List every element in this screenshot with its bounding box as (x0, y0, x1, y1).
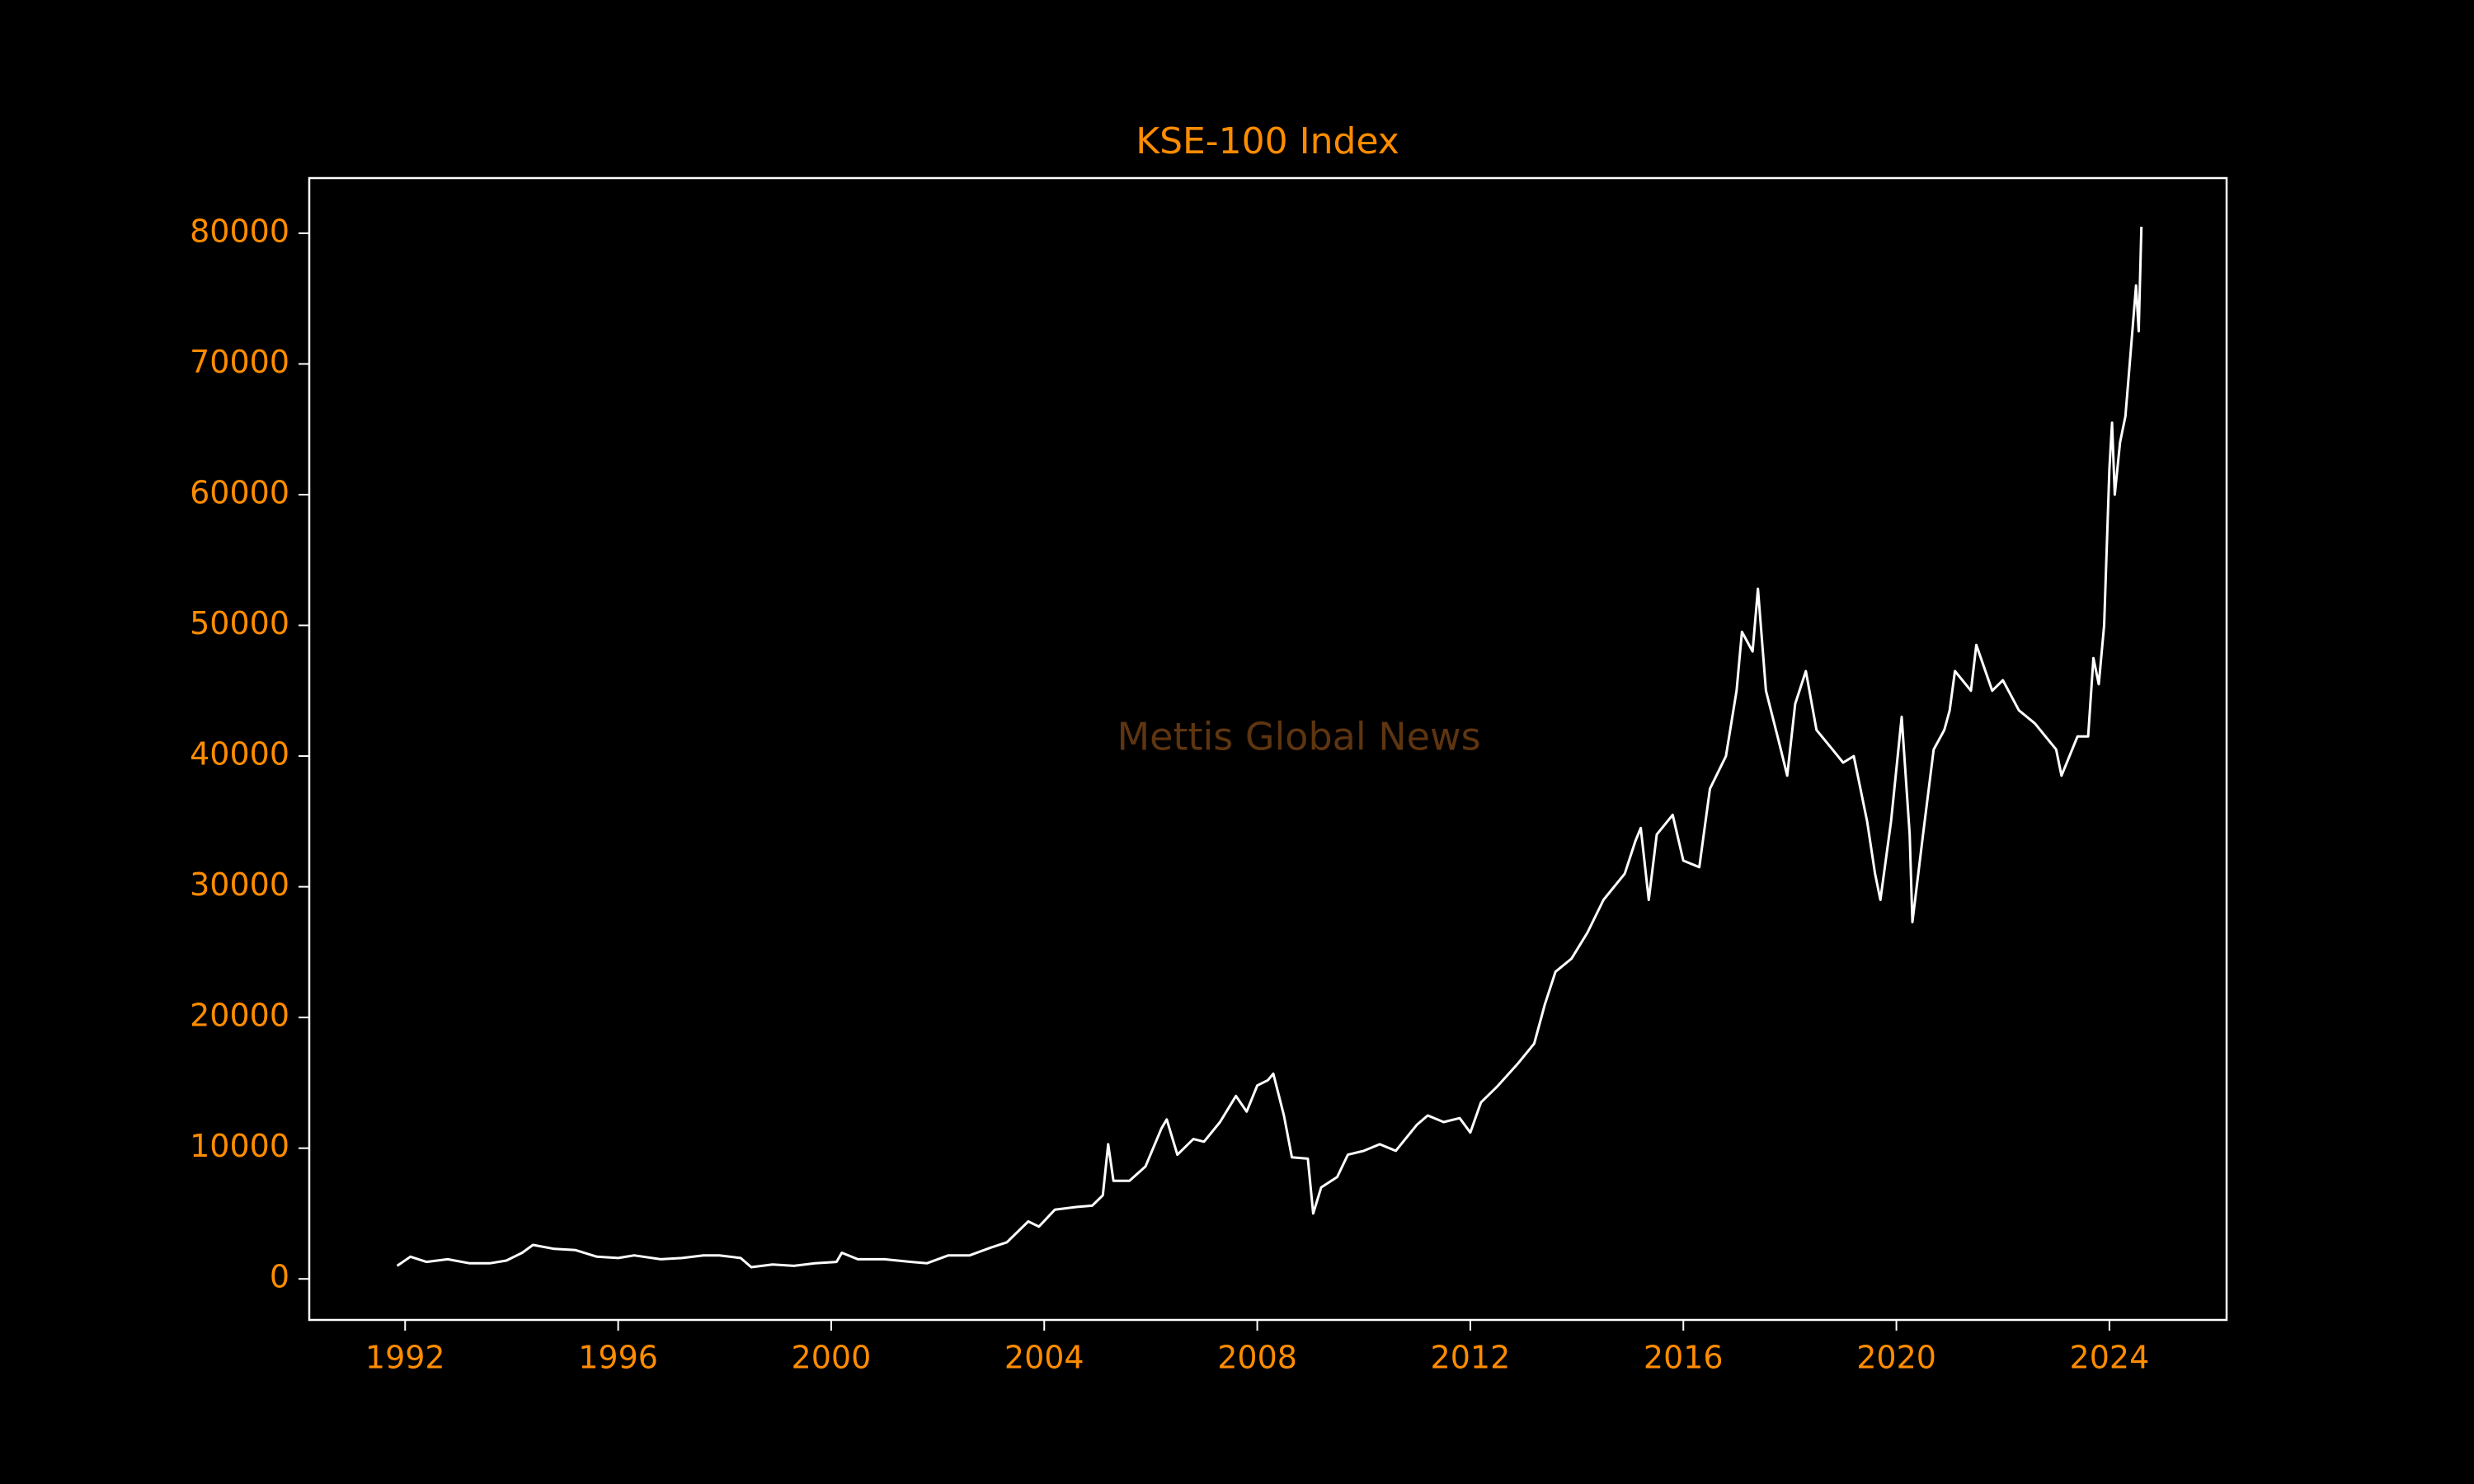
y-tick-label: 50000 (190, 605, 289, 641)
line (396, 226, 2143, 1269)
x-tick-label: 2020 (1856, 1340, 1936, 1376)
x-tick-label: 2008 (1217, 1340, 1297, 1376)
x-tick-label: 2004 (1004, 1340, 1084, 1376)
y-tick-label: 0 (270, 1259, 289, 1295)
x-tick-label: 2016 (1644, 1340, 1724, 1376)
y-tick-label: 80000 (190, 213, 289, 249)
y-tick-label: 70000 (190, 344, 289, 380)
x-tick-label: 2024 (2070, 1340, 2150, 1376)
plot-frame (308, 176, 2228, 1322)
y-tick-label: 30000 (190, 866, 289, 903)
x-tick-label: 1992 (365, 1340, 445, 1376)
y-tick-label: 20000 (190, 998, 289, 1034)
y-tick-label: 10000 (190, 1128, 289, 1164)
chart-title: KSE-100 Index (1136, 120, 1399, 162)
x-tick-label: 1996 (578, 1340, 658, 1376)
x-tick-label: 2000 (792, 1340, 872, 1376)
y-tick-label: 40000 (190, 736, 289, 773)
y-tick-label: 60000 (190, 474, 289, 510)
x-tick-label: 2012 (1431, 1340, 1511, 1376)
watermark: Mettis Global News (1117, 715, 1480, 759)
